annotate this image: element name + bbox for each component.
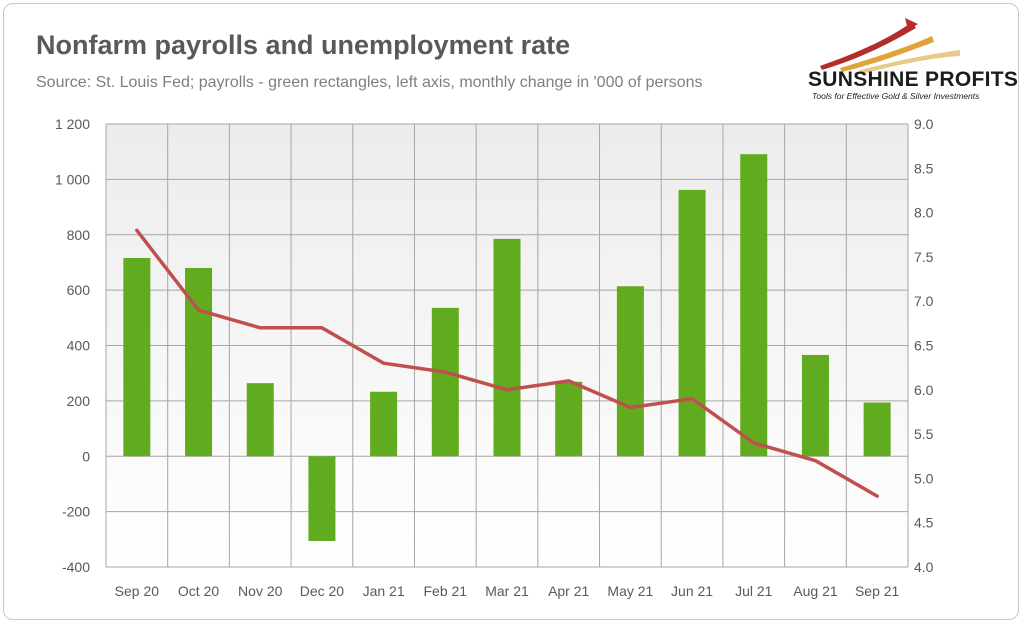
payrolls-bar <box>863 402 891 457</box>
x-axis-tick-label: Dec 20 <box>300 583 345 599</box>
x-axis-tick-label: Jan 21 <box>363 583 405 599</box>
sunshine-profits-logo-icon <box>820 18 960 74</box>
left-axis-tick-label: 1 000 <box>55 171 90 187</box>
right-axis-tick-label: 7.0 <box>914 293 934 309</box>
logo-name: SUNSHINE PROFITS <box>808 68 1019 91</box>
unemployment-rate-line <box>135 228 879 498</box>
right-axis-tick-label: 5.0 <box>914 470 934 486</box>
right-axis-tick-label: 8.0 <box>914 205 934 221</box>
chart-title: Nonfarm payrolls and unemployment rate <box>36 30 571 60</box>
right-axis-tick-label: 5.5 <box>914 426 934 442</box>
right-axis-tick-label: 8.5 <box>914 160 934 176</box>
logo-tagline: Tools for Effective Gold & Silver Invest… <box>812 91 980 101</box>
left-axis-tick-label: 400 <box>67 338 91 354</box>
payrolls-bar <box>678 189 706 457</box>
x-axis-tick-label: Sep 21 <box>855 583 900 599</box>
payrolls-bar <box>740 154 768 457</box>
right-axis-tick-label: 4.0 <box>914 559 934 575</box>
left-axis-tick-label: 1 200 <box>55 116 90 132</box>
x-axis-tick-label: Oct 20 <box>178 583 219 599</box>
left-axis-tick-label: 0 <box>82 448 90 464</box>
payrolls-bar <box>370 391 398 457</box>
x-axis-tick-label: May 21 <box>607 583 653 599</box>
x-axis-tick-label: Jun 21 <box>671 583 713 599</box>
payrolls-bar <box>123 258 151 457</box>
payrolls-bar <box>555 381 583 457</box>
x-axis-tick-label: Apr 21 <box>548 583 589 599</box>
x-axis-tick-label: Jul 21 <box>735 583 773 599</box>
left-axis-tick-label: 600 <box>67 282 91 298</box>
left-axis-tick-label: -400 <box>62 559 90 575</box>
right-axis-tick-label: 6.0 <box>914 382 934 398</box>
payrolls-bar <box>493 238 521 457</box>
payrolls-bar <box>246 383 274 457</box>
payrolls-bar <box>431 307 459 457</box>
payrolls-bar <box>616 286 644 457</box>
right-axis-tick-label: 4.5 <box>914 515 934 531</box>
x-axis-tick-label: Mar 21 <box>485 583 529 599</box>
x-axis-tick-label: Nov 20 <box>238 583 283 599</box>
right-axis-tick-label: 7.5 <box>914 249 934 265</box>
x-axis-tick-label: Feb 21 <box>424 583 468 599</box>
payrolls-bar <box>801 354 829 457</box>
left-axis-tick-label: 200 <box>67 393 91 409</box>
right-axis-tick-label: 6.5 <box>914 338 934 354</box>
right-axis-tick-label: 9.0 <box>914 116 934 132</box>
left-axis-tick-label: -200 <box>62 504 90 520</box>
payrolls-bar <box>308 456 336 541</box>
x-axis-tick-label: Aug 21 <box>793 583 838 599</box>
x-axis-tick-label: Sep 20 <box>115 583 160 599</box>
left-axis-tick-label: 800 <box>67 227 91 243</box>
chart-subtitle: Source: St. Louis Fed; payrolls - green … <box>36 74 703 91</box>
